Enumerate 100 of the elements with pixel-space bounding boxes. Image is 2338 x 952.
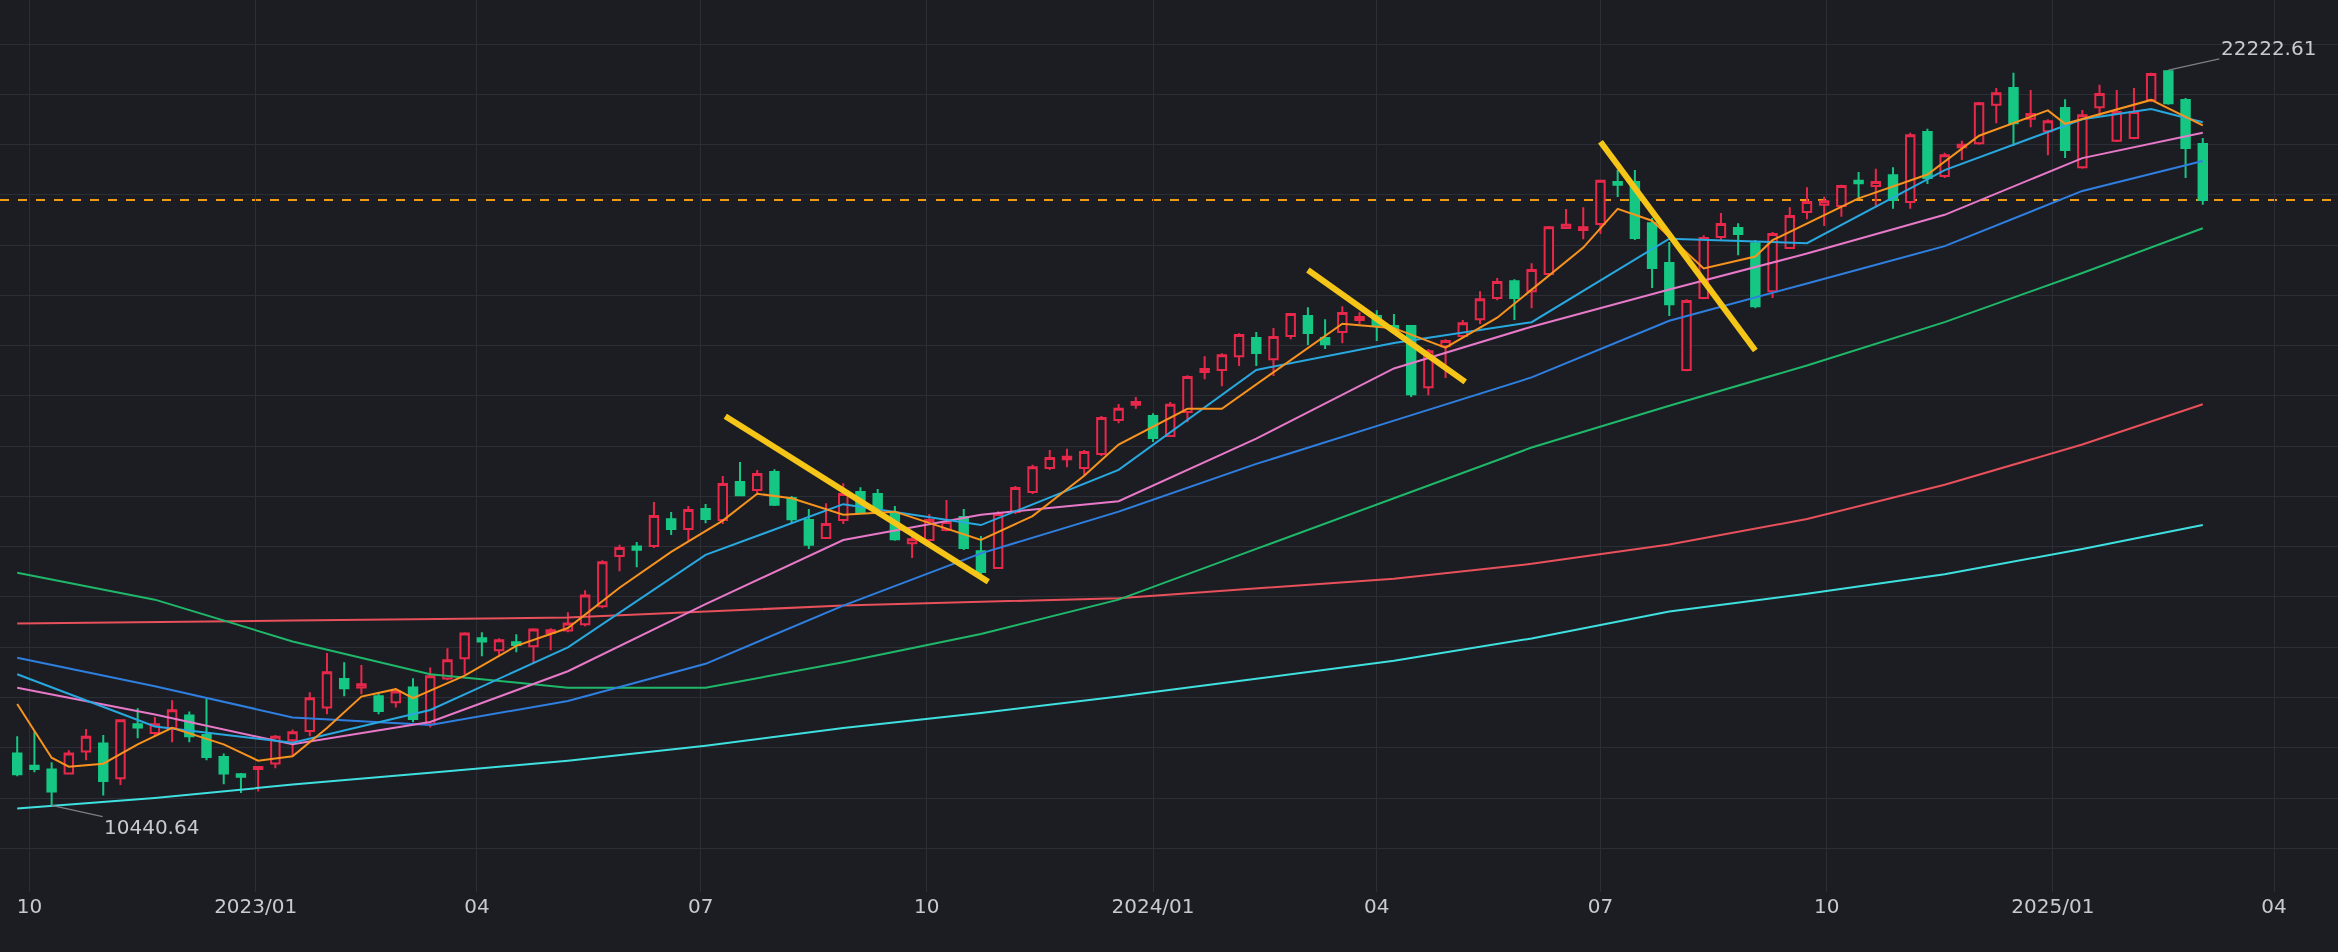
candlestick [80, 728, 92, 762]
candlestick [442, 647, 453, 682]
candlestick [1044, 449, 1055, 472]
candlestick [1870, 167, 1882, 209]
candlestick [700, 503, 711, 525]
candlestick [614, 543, 625, 573]
candlestick [1027, 463, 1038, 496]
candlestick [1612, 169, 1623, 198]
annotation: 10440.64 [104, 815, 200, 839]
candlestick [1251, 331, 1262, 368]
candlestick [1767, 231, 1778, 300]
candlestick [1732, 222, 1744, 257]
x-tick-label: 07 [687, 894, 714, 918]
candlestick [1078, 449, 1090, 478]
candlestick [803, 507, 815, 550]
candlestick [476, 631, 488, 658]
candlestick [1905, 131, 1916, 210]
x-tick-label: 04 [464, 894, 490, 918]
candlestick [235, 773, 247, 795]
x-tick-label: 2023/01 [214, 894, 298, 918]
candlestick [201, 698, 212, 762]
candlestick [2111, 89, 2122, 144]
candlestick [1578, 206, 1589, 241]
candlestick [2145, 71, 2157, 102]
candlestick [1922, 127, 1933, 186]
candlestick [1715, 211, 1727, 242]
x-tick-label: 04 [1364, 894, 1390, 918]
x-tick-label: 10 [1813, 894, 1840, 918]
candlestick [1801, 186, 1813, 221]
candlestick [1233, 332, 1245, 368]
candlestick [1474, 290, 1486, 326]
candlestick [132, 707, 143, 740]
candlestick [1216, 352, 1228, 388]
candlestick [1836, 183, 1847, 218]
candlestick [906, 535, 918, 560]
x-tick-label: 2024/01 [1111, 894, 1195, 918]
candlestick [2042, 118, 2054, 157]
candlestick [665, 511, 677, 536]
candlestick [1818, 195, 1830, 228]
candlestick [820, 502, 832, 540]
x-tick-label: 07 [1587, 894, 1614, 918]
candlestick [1010, 485, 1021, 516]
candlestick [769, 468, 780, 508]
candlestick [511, 633, 522, 654]
candlestick [1113, 403, 1124, 425]
candlestick [1560, 207, 1572, 230]
candlestick [2163, 69, 2174, 106]
candlestick [1509, 278, 1520, 322]
candlestick [338, 661, 350, 698]
candlestick [1750, 239, 1761, 310]
candlestick [115, 718, 126, 787]
candlestick [597, 559, 608, 610]
x-tick-label: 10 [914, 894, 940, 918]
candlestick [528, 627, 539, 665]
candlestick [1543, 225, 1555, 277]
candlestick [321, 652, 333, 716]
candlestick [1199, 355, 1210, 381]
candlestick [1595, 179, 1606, 236]
candlestick [218, 752, 229, 786]
candlestick [734, 461, 746, 498]
candlestick [1337, 305, 1348, 345]
candlestick [2077, 109, 2088, 170]
candlestick [631, 541, 642, 569]
candlestick [1130, 395, 1142, 410]
candlestick [1526, 262, 1537, 310]
candlestick [1664, 241, 1675, 318]
candlestick [545, 627, 556, 652]
candlestick [1354, 311, 1365, 326]
candlestick [373, 692, 384, 716]
candlestick [11, 735, 23, 778]
candlestick [751, 469, 763, 495]
candlestick [304, 691, 315, 738]
candlestick [287, 728, 298, 758]
candlestick [98, 734, 109, 797]
candlestick [1646, 217, 1658, 290]
candlestick [2128, 87, 2140, 141]
candlestick [2197, 136, 2208, 206]
candlestick [1182, 374, 1193, 424]
candlestick [493, 637, 505, 658]
candlestick [1973, 101, 1985, 146]
candlestick [1302, 306, 1314, 346]
candlestick [1061, 447, 1073, 469]
annotation: 22222.61 [2221, 36, 2317, 60]
candlestick [1096, 415, 1107, 458]
candlestick [29, 730, 40, 774]
candlestick [786, 495, 797, 525]
candlestick [1319, 318, 1331, 350]
candlestick [1991, 87, 2002, 125]
candlestick [683, 505, 694, 542]
candlestick [1268, 327, 1279, 378]
x-tick-label: 04 [2261, 894, 2287, 918]
candlestick [46, 761, 57, 807]
candlestick [356, 664, 367, 696]
x-tick-label: 10 [16, 894, 43, 918]
candlestick [1491, 277, 1503, 302]
candlestick [252, 765, 264, 793]
candlestick [1285, 311, 1296, 341]
candlestick [1681, 298, 1692, 373]
candlestick [2094, 83, 2105, 118]
candlestick [648, 501, 660, 550]
